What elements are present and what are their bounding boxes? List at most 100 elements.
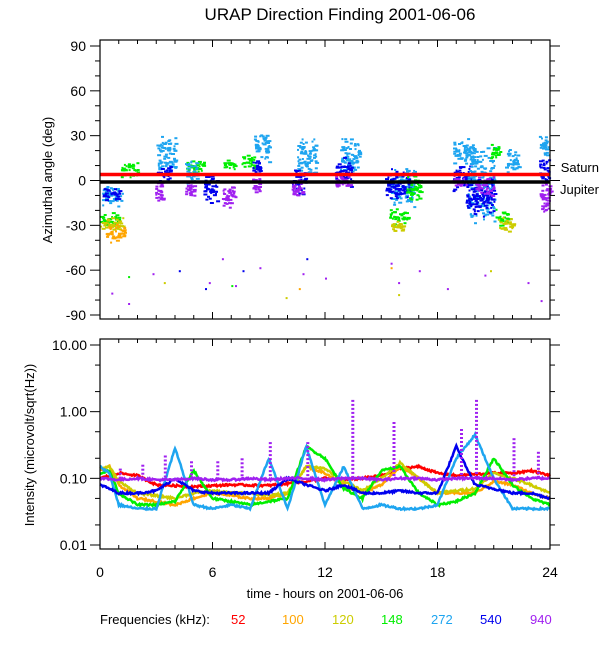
azimuth-point: [470, 165, 474, 168]
azimuth-point: [161, 198, 166, 201]
spike-point: [536, 475, 540, 478]
azimuth-point: [192, 175, 196, 178]
azimuth-point: [127, 166, 132, 169]
azimuth-point: [227, 190, 232, 193]
azimuth-point: [391, 168, 393, 171]
azimuth-point: [478, 189, 481, 192]
azimuth-point: [345, 184, 350, 187]
spike-point: [475, 443, 478, 446]
spike-point: [163, 471, 167, 474]
intensity-y-tick-labels: 10.00 1.00 0.10 0.01: [52, 337, 87, 553]
azimuth-point: [264, 141, 268, 144]
series-148-khz: [99, 445, 551, 509]
azimuth-point: [541, 159, 545, 162]
azimuth-point: [458, 149, 461, 152]
azimuth-point: [225, 202, 229, 205]
azimuth-point: [165, 169, 169, 172]
azimuth-point: [113, 221, 118, 224]
azimuth-point: [208, 282, 211, 285]
azimuth-point: [157, 193, 160, 195]
azimuth-point: [470, 205, 473, 207]
azimuth-point: [199, 162, 202, 165]
azimuth-point: [482, 215, 485, 218]
azimuth-point: [356, 166, 360, 169]
legend-item-100-khz: 100: [282, 612, 304, 627]
azimuth-point: [168, 169, 173, 172]
spike-point: [512, 438, 516, 441]
azimuth-point: [109, 218, 113, 221]
series-272-khz: [99, 430, 551, 512]
azimuth-point: [122, 235, 127, 238]
azimuth-point: [486, 187, 490, 190]
azimuth-point: [475, 183, 478, 185]
azimuth-point: [407, 190, 411, 193]
cluster-148-khz: [389, 208, 411, 226]
azimuth-point: [398, 188, 403, 190]
azimuth-point: [468, 154, 472, 157]
azimuth-point: [295, 175, 300, 178]
azimuth-point: [349, 148, 352, 150]
azimuth-point: [470, 214, 475, 217]
azimuth-point: [491, 188, 495, 191]
azimuth-point: [446, 288, 449, 291]
azimuth-point: [167, 142, 172, 145]
azimuth-point: [484, 190, 488, 193]
azimuth-point: [167, 167, 172, 170]
azimuth-point: [467, 176, 471, 179]
azimuth-point: [114, 236, 118, 239]
azimuth-point: [264, 157, 267, 160]
azimuth-point: [109, 187, 113, 190]
azimuth-point: [103, 224, 107, 227]
spike-point: [351, 455, 355, 458]
azimuth-point: [343, 156, 348, 159]
azimuth-point: [470, 184, 474, 187]
azimuth-point: [167, 149, 171, 152]
azimuth-point: [186, 164, 191, 167]
azimuth-point: [479, 189, 484, 192]
azimuth-point: [108, 226, 111, 229]
azimuth-point: [459, 182, 464, 185]
azimuth-point: [464, 158, 468, 161]
azimuth-point: [483, 167, 488, 170]
azimuth-point: [124, 231, 127, 234]
azimuth-point: [128, 303, 131, 305]
azimuth-point: [545, 140, 549, 143]
azimuth-point: [173, 149, 178, 152]
azimuth-point: [511, 225, 514, 228]
azimuth-point: [171, 163, 175, 166]
spike-point: [536, 459, 540, 462]
azimuth-point: [298, 169, 301, 172]
spike-point: [392, 422, 396, 424]
azimuth-point: [458, 169, 462, 172]
azimuth-point: [463, 177, 466, 180]
azimuth-point: [483, 184, 487, 187]
cluster-272-khz: [505, 149, 522, 174]
azimuth-point: [406, 188, 410, 191]
azimuth-point: [336, 184, 340, 187]
azimuth-point: [404, 195, 407, 198]
azimuth-point: [117, 234, 122, 237]
azimuth-point: [312, 148, 316, 150]
spike-point: [351, 407, 355, 410]
azimuth-point: [349, 160, 354, 162]
azimuth-point: [511, 163, 515, 166]
azimuth-point: [212, 189, 216, 192]
azimuth-point: [205, 176, 209, 178]
azimuth-point: [389, 213, 393, 216]
azimuth-point: [483, 154, 488, 157]
azimuth-point: [398, 282, 401, 285]
azimuth-point: [483, 218, 485, 221]
azimuth-point: [166, 163, 169, 166]
azimuth-point: [391, 217, 394, 220]
azimuth-point: [403, 186, 407, 189]
azimuth-point: [466, 148, 471, 151]
azimuth-point: [168, 177, 172, 180]
azimuth-point: [254, 191, 259, 194]
azimuth-point: [404, 191, 407, 194]
azimuth-point: [401, 189, 406, 192]
azimuth-point: [395, 188, 399, 190]
azimuth-point: [160, 183, 164, 186]
spike-point: [268, 450, 272, 453]
azimuth-point: [165, 162, 170, 165]
azimuth-point: [191, 185, 194, 188]
